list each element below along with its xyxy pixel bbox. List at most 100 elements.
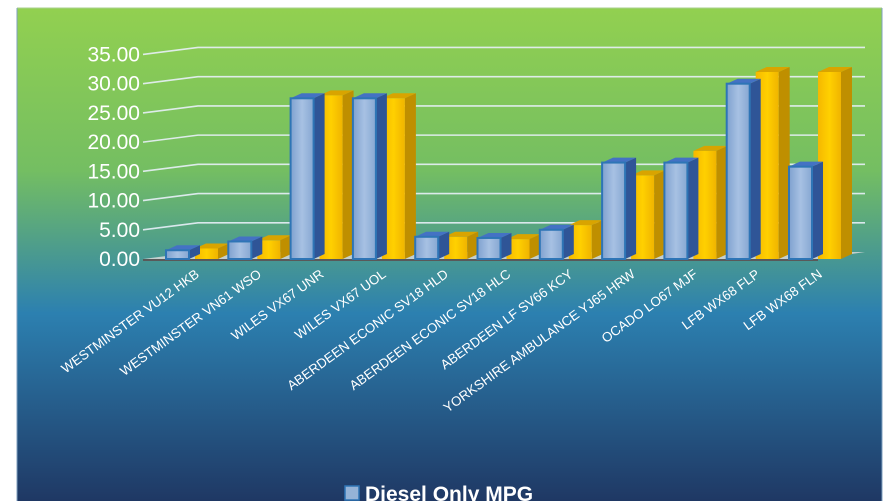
bar-front xyxy=(195,248,218,259)
bar-series-1 xyxy=(725,78,761,260)
bar-series-1 xyxy=(663,157,699,260)
bar-front xyxy=(693,150,717,259)
y-tick-label: 25.00 xyxy=(87,102,140,125)
bar-side xyxy=(404,93,416,259)
bar-series-2 xyxy=(381,93,416,259)
bar-top xyxy=(506,234,541,240)
legend-swatch-series-1 xyxy=(344,485,360,501)
bar-side xyxy=(841,67,852,259)
bar-side xyxy=(812,161,823,259)
bar-series-2 xyxy=(319,90,354,259)
bar-side xyxy=(218,243,229,259)
bar-top xyxy=(444,231,479,237)
y-axis: 0.00 5.00 10.00 15.00 20.00 25.00 30.00 35.00 xyxy=(87,43,140,271)
bar-side xyxy=(654,170,666,259)
y-tick-label: 0.00 xyxy=(99,248,140,271)
y-tick-label: 5.00 xyxy=(99,219,140,242)
bar-side xyxy=(251,236,263,259)
gridline xyxy=(142,134,865,143)
bar-series-1 xyxy=(165,245,200,260)
bar-series-2 xyxy=(693,145,728,259)
bar-top xyxy=(257,235,292,241)
gridline xyxy=(142,75,865,85)
bar-front xyxy=(257,240,281,259)
bar-top xyxy=(195,243,229,249)
bar-front xyxy=(227,240,253,260)
bar-side xyxy=(625,157,637,259)
bar-top xyxy=(477,232,512,238)
bar-top xyxy=(228,236,263,242)
bar-top xyxy=(319,90,354,96)
bar-top xyxy=(664,157,699,163)
bar-top xyxy=(290,93,325,99)
bar-front xyxy=(663,161,689,260)
bar-side xyxy=(749,78,761,259)
bar-top xyxy=(693,145,728,151)
bar-side xyxy=(778,67,790,259)
bar-front xyxy=(476,236,502,260)
bar-front xyxy=(351,97,377,260)
bar-side xyxy=(467,231,479,259)
gridline xyxy=(142,163,865,173)
bar-side xyxy=(591,220,603,259)
bar-side xyxy=(716,145,728,259)
y-tick-label: 30.00 xyxy=(87,73,140,96)
y-tick-label: 35.00 xyxy=(87,43,140,66)
bars xyxy=(165,67,852,260)
bar-series-1 xyxy=(414,231,450,260)
bar-front xyxy=(725,82,751,260)
bar-series-2 xyxy=(257,235,292,259)
bar-series-2 xyxy=(195,243,229,259)
bar-top xyxy=(352,93,387,99)
bar-series-1 xyxy=(289,93,325,260)
bar-side xyxy=(375,93,387,259)
bar-top xyxy=(818,67,852,72)
gridline xyxy=(142,46,865,56)
bar-series-1 xyxy=(351,93,387,260)
bar-series-2 xyxy=(506,234,541,259)
bar-top xyxy=(789,161,823,167)
bar-front xyxy=(568,225,592,259)
bar-top xyxy=(166,245,200,251)
bar-top xyxy=(381,93,416,99)
bar-front xyxy=(506,239,530,259)
bar-top xyxy=(755,67,790,72)
bar-top xyxy=(726,78,761,84)
bar-side xyxy=(313,93,325,259)
bar-series-2 xyxy=(631,170,666,259)
bar-side xyxy=(500,232,512,259)
bar-front xyxy=(631,175,655,259)
bar-front xyxy=(538,228,564,260)
bar-front xyxy=(165,249,190,260)
bar-front xyxy=(381,98,405,259)
bar-front xyxy=(755,72,779,259)
bar-series-1 xyxy=(538,224,574,260)
legend-label-series-1: Diesel Only MPG xyxy=(365,483,533,501)
bar-top xyxy=(568,220,603,226)
bar-top xyxy=(415,231,450,237)
y-tick-label: 15.00 xyxy=(87,160,140,183)
bar-series-1 xyxy=(601,157,637,260)
bar-series-2 xyxy=(755,67,790,259)
y-tick-label: 10.00 xyxy=(87,190,140,213)
bar-front xyxy=(319,95,343,259)
bar-front xyxy=(788,165,813,260)
bar-side xyxy=(562,224,574,259)
bar-series-2 xyxy=(568,220,603,259)
bar-front xyxy=(289,97,315,260)
legend: Diesel Only MPG xyxy=(344,483,533,501)
bar-side xyxy=(529,234,541,259)
bar-series-1 xyxy=(227,236,263,260)
bar-front xyxy=(444,236,468,259)
y-tick-label: 20.00 xyxy=(87,131,140,154)
bar-side xyxy=(342,90,354,259)
bar-front xyxy=(414,235,440,260)
bar-side xyxy=(687,157,699,259)
bar-top xyxy=(539,224,574,230)
bar-series-2 xyxy=(818,67,852,259)
bar-series-1 xyxy=(788,161,823,260)
bar-top xyxy=(602,157,637,163)
bar-top xyxy=(631,170,666,176)
